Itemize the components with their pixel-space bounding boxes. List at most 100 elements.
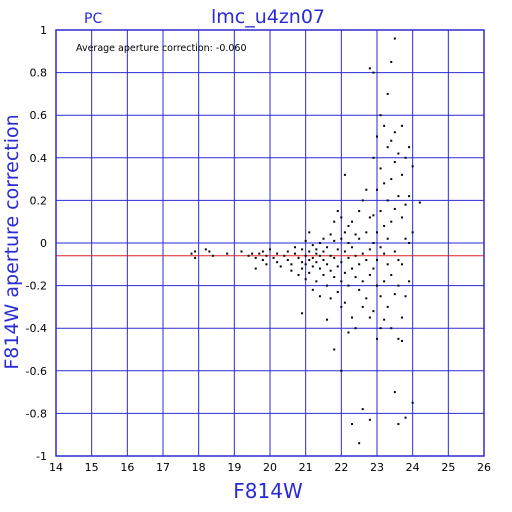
data-point-1 xyxy=(194,250,197,253)
x-tick-17: 17 xyxy=(156,461,170,474)
data-point-55 xyxy=(322,237,325,240)
data-point-41 xyxy=(308,259,311,262)
data-point-73 xyxy=(336,248,339,251)
data-point-150 xyxy=(386,305,389,308)
data-point-61 xyxy=(326,284,329,287)
data-point-11 xyxy=(258,252,261,255)
data-point-26 xyxy=(290,269,293,272)
data-point-21 xyxy=(279,265,282,268)
data-point-80 xyxy=(340,305,343,308)
data-point-128 xyxy=(376,188,378,191)
data-point-70 xyxy=(333,276,336,279)
data-point-14 xyxy=(265,263,268,266)
data-point-7 xyxy=(240,250,243,253)
data-point-47 xyxy=(315,248,318,251)
data-point-143 xyxy=(383,280,386,283)
data-point-20 xyxy=(276,261,279,264)
data-point-91 xyxy=(347,331,350,334)
average-annotation: Average aperture correction: -0.060 xyxy=(76,43,247,54)
x-tick-19: 19 xyxy=(227,461,241,474)
y-tick--0.8: -0.8 xyxy=(26,407,47,420)
data-point-45 xyxy=(311,265,314,268)
y-axis-label: F814W aperture correction xyxy=(1,114,23,369)
y-tick--0.2: -0.2 xyxy=(26,280,47,293)
data-point-156 xyxy=(390,327,393,330)
data-point-96 xyxy=(351,423,354,426)
data-point-188 xyxy=(418,201,421,204)
y-tick-0.4: 0.4 xyxy=(30,152,48,165)
data-point-184 xyxy=(408,280,411,283)
data-point-140 xyxy=(383,182,386,185)
data-points xyxy=(190,37,421,445)
data-point-187 xyxy=(411,401,414,404)
data-point-185 xyxy=(411,165,414,168)
data-point-149 xyxy=(386,263,389,266)
data-point-172 xyxy=(400,216,403,219)
data-point-166 xyxy=(397,259,400,262)
data-point-10 xyxy=(254,256,257,259)
data-point-8 xyxy=(247,254,250,257)
x-tick-25: 25 xyxy=(441,461,455,474)
data-point-109 xyxy=(361,305,364,308)
data-point-15 xyxy=(254,267,257,270)
data-point-105 xyxy=(358,442,361,445)
data-point-12 xyxy=(261,250,264,253)
data-point-90 xyxy=(347,284,350,287)
data-point-171 xyxy=(400,173,403,176)
x-tick-20: 20 xyxy=(263,461,277,474)
data-point-110 xyxy=(361,408,364,411)
data-point-155 xyxy=(390,273,393,276)
data-point-175 xyxy=(400,339,403,342)
data-point-16 xyxy=(261,259,264,262)
data-point-101 xyxy=(358,210,361,213)
y-tick--0.6: -0.6 xyxy=(26,365,47,378)
data-point-83 xyxy=(343,231,346,234)
data-point-133 xyxy=(379,114,382,117)
data-point-32 xyxy=(301,261,304,264)
data-point-95 xyxy=(351,316,354,319)
data-point-147 xyxy=(386,199,389,202)
data-point-164 xyxy=(397,152,400,155)
y-tick-0.2: 0.2 xyxy=(30,194,48,207)
data-point-179 xyxy=(404,295,407,298)
data-point-165 xyxy=(397,195,400,198)
data-point-25 xyxy=(290,263,293,266)
data-point-33 xyxy=(301,267,304,270)
data-point-50 xyxy=(315,280,318,283)
x-tick-14: 14 xyxy=(49,461,63,474)
data-point-72 xyxy=(336,210,339,213)
data-point-34 xyxy=(301,312,304,315)
data-point-40 xyxy=(308,250,311,253)
data-point-100 xyxy=(354,327,357,330)
data-point-84 xyxy=(343,250,346,253)
data-point-86 xyxy=(343,301,346,304)
data-point-148 xyxy=(386,237,389,240)
data-point-53 xyxy=(318,267,321,270)
data-point-141 xyxy=(383,224,386,227)
x-tick-23: 23 xyxy=(370,461,384,474)
data-point-167 xyxy=(397,284,400,287)
data-point-4 xyxy=(208,250,211,253)
data-point-113 xyxy=(365,259,368,262)
data-point-99 xyxy=(354,276,357,279)
data-point-85 xyxy=(343,271,346,274)
data-point-132 xyxy=(376,337,378,340)
data-point-121 xyxy=(372,71,375,74)
data-point-168 xyxy=(397,337,400,340)
data-point-183 xyxy=(408,242,411,244)
data-point-169 xyxy=(397,423,400,426)
plot-frame xyxy=(55,29,485,457)
corner-label: PC xyxy=(84,11,102,27)
data-point-58 xyxy=(322,273,325,276)
y-tick--1: -1 xyxy=(36,450,47,463)
data-point-54 xyxy=(318,295,321,298)
data-point-144 xyxy=(383,318,386,321)
data-point-3 xyxy=(204,248,207,251)
data-point-2 xyxy=(194,256,197,259)
x-tick-26: 26 xyxy=(477,461,491,474)
data-point-71 xyxy=(333,348,336,351)
data-point-137 xyxy=(379,295,382,298)
data-point-176 xyxy=(404,156,407,159)
data-point-173 xyxy=(400,263,403,266)
data-point-9 xyxy=(251,252,254,255)
